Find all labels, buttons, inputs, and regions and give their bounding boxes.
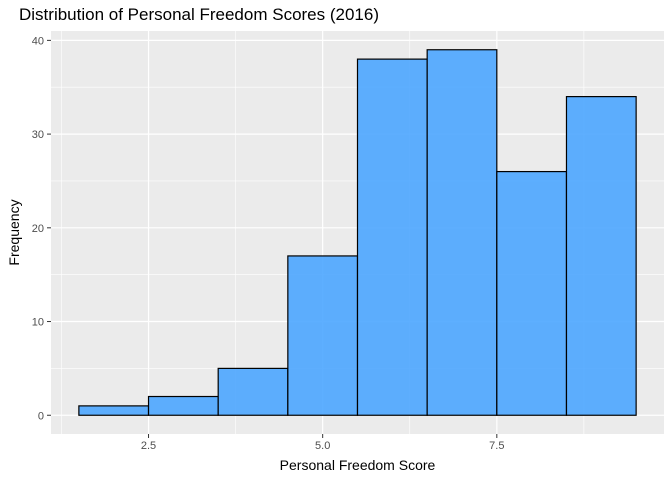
x-tick-label: 7.5 (489, 440, 504, 452)
y-tick-label: 30 (32, 129, 44, 141)
chart-title: Distribution of Personal Freedom Scores … (19, 5, 379, 24)
x-tick-label: 2.5 (141, 440, 156, 452)
histogram-bar (217, 367, 289, 416)
y-tick-label: 20 (32, 223, 44, 235)
bars (78, 49, 637, 416)
histogram-bar (426, 49, 498, 416)
y-axis-title: Frequency (6, 199, 22, 265)
histogram-bar (147, 395, 219, 416)
histogram-bar (565, 96, 637, 416)
histogram-bar (78, 405, 150, 416)
y-axis: 0 10 20 30 40 (32, 35, 51, 422)
x-tick-label: 5.0 (315, 440, 330, 452)
y-tick-label: 40 (32, 35, 44, 47)
histogram-bar (287, 255, 359, 416)
x-axis: 2.5 5.0 7.5 (141, 434, 504, 452)
histogram-bar (496, 170, 568, 416)
y-tick-label: 0 (38, 410, 44, 422)
histogram-bar (356, 58, 428, 416)
y-tick-label: 10 (32, 317, 44, 329)
x-axis-title: Personal Freedom Score (280, 457, 436, 473)
